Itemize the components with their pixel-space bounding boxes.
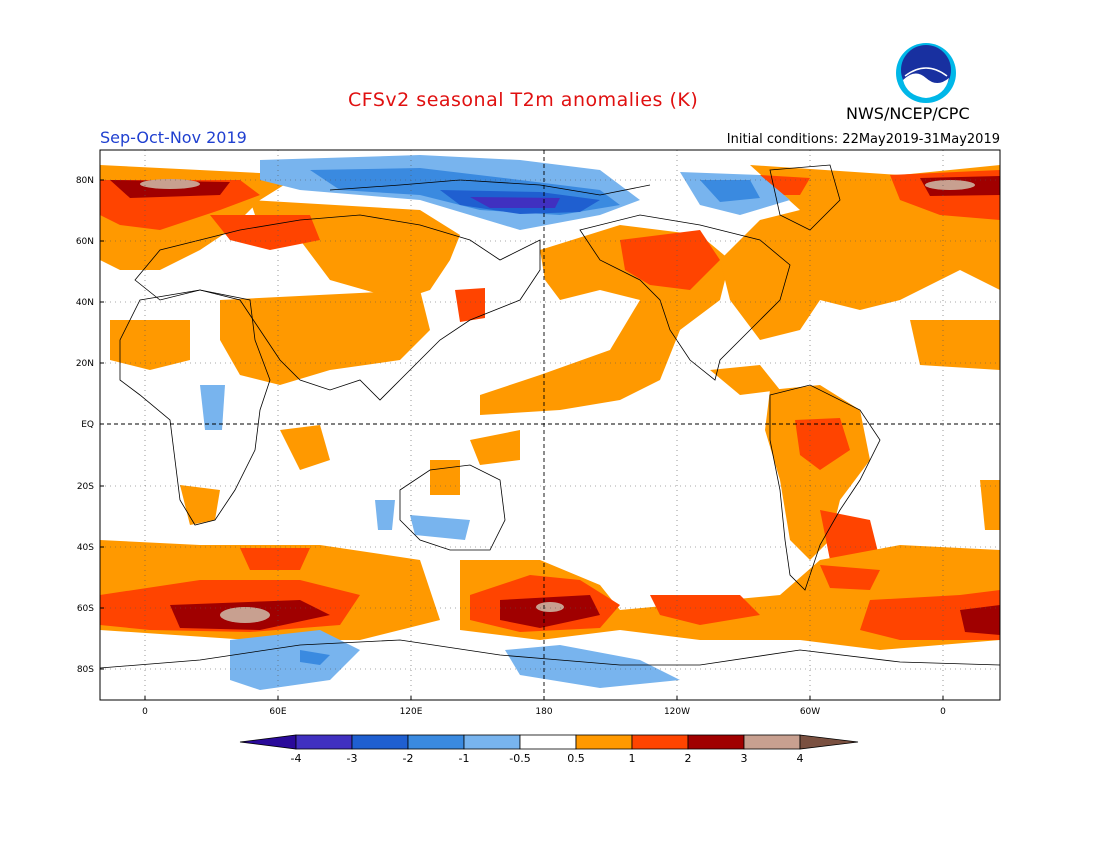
colorbar-label: 1 (629, 752, 636, 765)
lat-label-eq: EQ (81, 420, 94, 430)
coastlines (100, 164, 1000, 669)
colorbar-bin-minus2-minus1 (407, 734, 465, 750)
lon-label-0: 0 (142, 707, 148, 717)
initial-conditions-label: Initial conditions: 22May2019-31May2019 (726, 132, 1000, 147)
lat-label-60s: 60S (77, 604, 94, 614)
colorbar-label: -1 (459, 752, 470, 765)
colorbar-label: -2 (403, 752, 414, 765)
lat-label-40s: 40S (77, 543, 94, 553)
colorbar-bin-above-4 (799, 734, 859, 750)
colorbar-label: -3 (347, 752, 358, 765)
colorbar-label: 3 (741, 752, 748, 765)
colorbar-bin-minus05-05 (519, 734, 577, 750)
colorbar-label: 4 (797, 752, 804, 765)
lat-label-20n: 20N (76, 359, 94, 369)
lon-label-0-east: 0 (940, 707, 946, 717)
lon-label-60e: 60E (269, 707, 286, 717)
colorbar (239, 734, 859, 750)
lon-label-180: 180 (535, 707, 552, 717)
agency-label: NWS/NCEP/CPC (846, 104, 970, 123)
colorbar-bin-below-minus4 (239, 734, 297, 750)
colorbar-bin-1-2 (631, 734, 689, 750)
colorbar-bin-minus4-minus3 (295, 734, 353, 750)
anomaly-field (100, 150, 1000, 700)
colorbar-bin-3-4 (743, 734, 801, 750)
lon-label-120w: 120W (664, 707, 690, 717)
colorbar-bin-05-1 (575, 734, 633, 750)
colorbar-bin-2-3 (687, 734, 745, 750)
lat-label-80n: 80N (76, 176, 94, 186)
colorbar-bin-minus1-minus05 (463, 734, 521, 750)
lon-label-120e: 120E (400, 707, 423, 717)
lon-label-60w: 60W (800, 707, 820, 717)
gridlines (100, 150, 1000, 700)
lat-label-60n: 60N (76, 237, 94, 247)
lat-label-80s: 80S (77, 665, 94, 675)
colorbar-label: -4 (291, 752, 302, 765)
noaa-logo (896, 43, 956, 103)
colorbar-label: 2 (685, 752, 692, 765)
colorbar-label: -0.5 (509, 752, 530, 765)
map-frame (99, 149, 1001, 701)
lat-label-40n: 40N (76, 298, 94, 308)
colorbar-label: 0.5 (567, 752, 585, 765)
map-title: CFSv2 seasonal T2m anomalies (K) (348, 89, 699, 111)
equator-dateline (100, 150, 1000, 700)
colorbar-bin-minus3-minus2 (351, 734, 409, 750)
lat-label-20s: 20S (77, 482, 94, 492)
season-label: Sep-Oct-Nov 2019 (100, 128, 247, 147)
